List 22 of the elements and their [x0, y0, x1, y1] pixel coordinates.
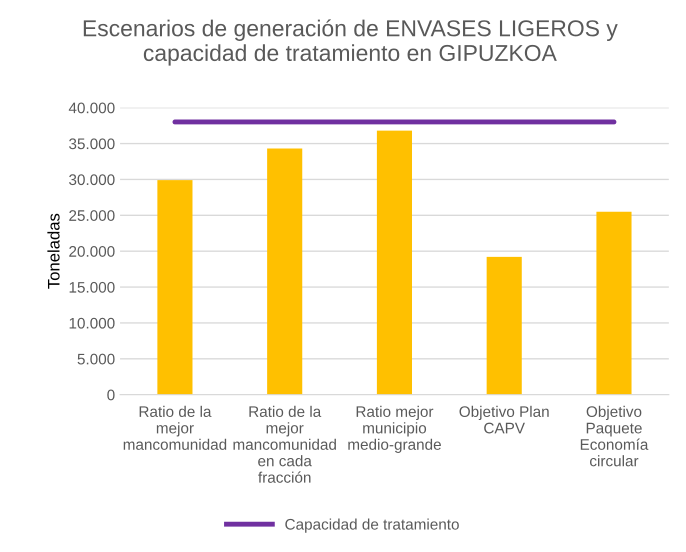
y-axis-title: Toneladas	[47, 214, 60, 289]
bar	[596, 212, 632, 395]
x-tick-label: Ratio mejor municipio medio-grande	[348, 406, 441, 453]
y-tick-label: 25.000	[69, 210, 115, 221]
y-tick-label: 35.000	[69, 138, 115, 150]
y-tick-label: 0	[107, 390, 115, 400]
x-tick-label: Objetivo Plan CAPV	[460, 406, 549, 434]
bar	[267, 148, 302, 395]
bar	[157, 180, 192, 395]
y-tick-label: 40.000	[68, 102, 115, 114]
y-tick-label: 30.000	[69, 174, 115, 186]
y-tick-label: 15.000	[70, 282, 115, 293]
x-tick-label: Objetivo Paquete Economía circular	[580, 406, 648, 466]
y-tick-label: 20.000	[69, 246, 115, 257]
chart-title: Escenarios de generación de ENVASES LIGEROS y capacidad de tratamiento en GIPUZKOA	[84, 19, 618, 66]
bar	[486, 256, 522, 395]
x-tick-label: Ratio de la mejor mancomunidad	[124, 406, 226, 450]
y-tick-label: 10.000	[70, 318, 115, 329]
y-tick-label: 5.000	[78, 354, 115, 364]
legend-label: Capacidad de tratamiento	[285, 518, 459, 533]
bar	[376, 130, 412, 395]
x-tick-label: Ratio de la mejor mancomunidad en cada fracción	[233, 406, 336, 483]
